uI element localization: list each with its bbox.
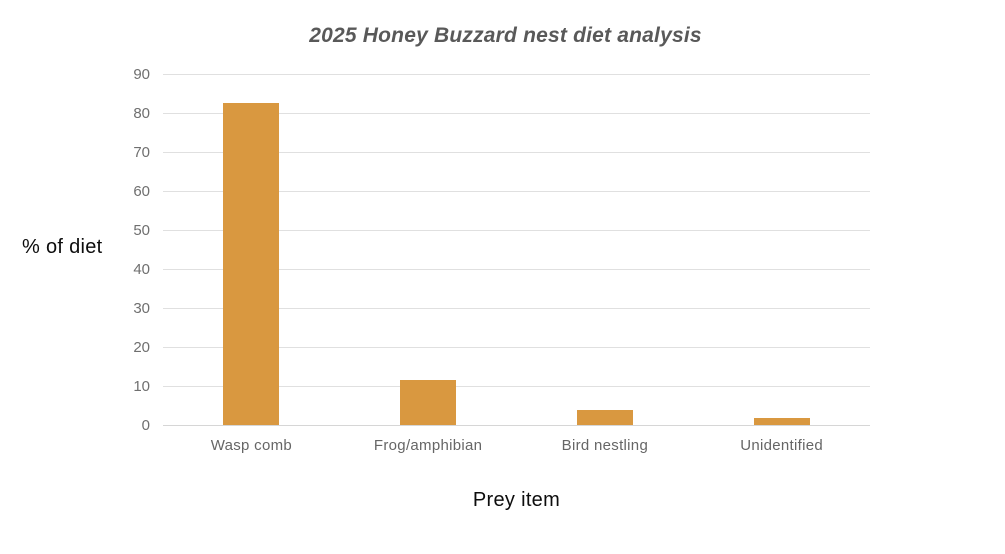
gridline	[163, 152, 870, 153]
chart-title: 2025 Honey Buzzard nest diet analysis	[309, 24, 702, 47]
y-tick-label: 30	[133, 300, 150, 317]
y-tick-label: 80	[133, 105, 150, 122]
gridline	[163, 74, 870, 75]
y-tick-label: 40	[133, 261, 150, 278]
x-category-label: Frog/amphibian	[373, 437, 483, 454]
gridline	[163, 308, 870, 309]
gridline	[163, 269, 870, 270]
bar-frog-amphibian	[400, 380, 457, 425]
bar-wasp-comb	[223, 103, 280, 425]
y-tick-label: 90	[133, 66, 150, 83]
gridline	[163, 113, 870, 114]
y-tick-label: 20	[133, 339, 150, 356]
y-tick-label: 0	[141, 417, 150, 434]
bar-bird-nestling	[576, 410, 633, 425]
y-axis-title: % of diet	[22, 236, 103, 258]
x-axis-baseline	[163, 425, 870, 426]
x-category-label: Bird nestling	[561, 437, 649, 454]
y-tick-label: 60	[133, 183, 150, 200]
gridline	[163, 347, 870, 348]
y-tick-label: 10	[133, 378, 150, 395]
y-tick-label: 70	[133, 144, 150, 161]
x-category-label: Unidentified	[740, 437, 824, 454]
bar-unidentified	[753, 417, 810, 425]
gridline	[163, 191, 870, 192]
y-tick-label: 50	[133, 222, 150, 239]
gridline	[163, 386, 870, 387]
gridline	[163, 230, 870, 231]
plot-area	[163, 74, 870, 426]
x-category-label: Wasp comb	[210, 437, 293, 454]
x-axis-title: Prey item	[472, 489, 561, 511]
